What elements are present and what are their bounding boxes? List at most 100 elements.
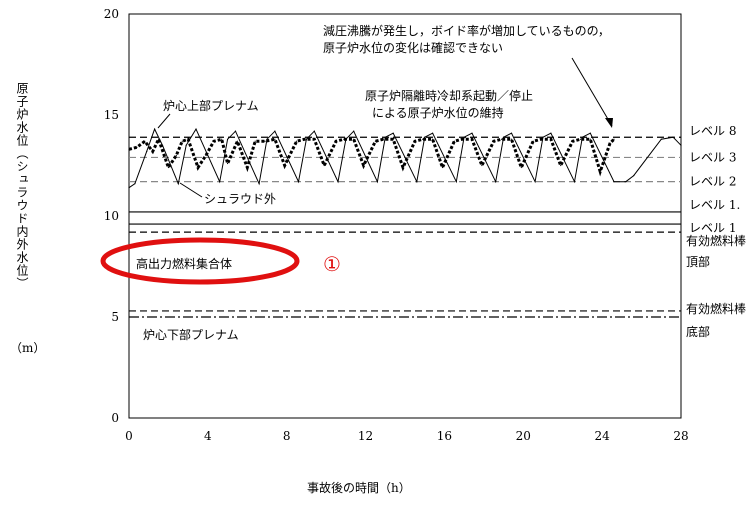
annotation-high-power-fuel: 高出力燃料集合体 — [136, 256, 232, 271]
series-point — [441, 166, 444, 169]
reference-level-label: レベル 1. — [689, 198, 740, 212]
series-line — [128, 135, 616, 177]
series-point — [128, 187, 130, 189]
boiling-arrow-head — [605, 118, 613, 128]
series-point — [323, 164, 325, 167]
series-point — [625, 181, 627, 183]
y-tick-label: 20 — [104, 7, 119, 21]
series-point — [534, 181, 536, 183]
series-point — [236, 140, 239, 142]
series-point — [392, 138, 394, 140]
series-point — [284, 164, 286, 167]
series-point — [471, 138, 473, 140]
series-point — [128, 148, 130, 150]
series-point — [335, 140, 337, 142]
series-layer — [128, 127, 682, 189]
series-point — [633, 175, 635, 177]
series-point — [205, 154, 207, 156]
x-tick-label: 0 — [125, 429, 133, 443]
series-point — [502, 136, 505, 138]
series-point — [609, 142, 611, 144]
series-point — [246, 166, 248, 169]
annotation-boiling-2: 原子炉水位の変化は確認できない — [323, 40, 503, 55]
series-point — [337, 181, 339, 183]
series-point — [461, 138, 463, 140]
series-point — [680, 144, 682, 146]
series-point — [258, 183, 260, 185]
series-point — [177, 183, 179, 185]
series-point — [213, 140, 215, 142]
series-point — [343, 138, 345, 140]
series-point — [501, 138, 503, 140]
series-point — [154, 128, 156, 130]
series-point — [414, 140, 416, 142]
series-point — [573, 181, 576, 183]
series-line — [128, 127, 682, 189]
annotation-boiling-1: 減圧沸騰が発生し，ボイド率が増加しているものの， — [323, 23, 610, 38]
series-point — [542, 136, 544, 138]
x-tick-label: 8 — [283, 429, 291, 443]
series-point — [463, 136, 465, 138]
series-point — [136, 146, 138, 148]
series-point — [226, 162, 229, 165]
series-point — [144, 140, 146, 142]
series-point — [495, 181, 497, 183]
reference-level-label: レベル 3 — [689, 150, 736, 164]
series-point — [660, 138, 662, 140]
series-point — [471, 132, 473, 134]
series-point — [532, 140, 534, 142]
reference-level-label: レベル 2 — [689, 175, 736, 189]
fuel-rod-label: 有効燃料棒 — [686, 233, 746, 248]
series-point — [416, 181, 418, 183]
series-point — [313, 130, 315, 132]
x-axis-label: 事故後の時間（h） — [307, 480, 411, 495]
series-point — [432, 132, 434, 134]
y-axis-unit: （m） — [10, 341, 45, 355]
series-point — [672, 136, 674, 138]
series-point — [274, 138, 276, 140]
series-point — [197, 166, 199, 169]
series-point — [219, 181, 221, 183]
series-point — [187, 138, 189, 140]
series-point — [453, 140, 455, 142]
reference-level-label: レベル 8 — [689, 124, 736, 138]
series-point — [376, 181, 378, 183]
y-tick-label: 0 — [111, 411, 119, 425]
series-point — [560, 164, 562, 167]
series-point — [571, 140, 574, 142]
series-point — [384, 136, 386, 138]
series-point — [295, 140, 298, 142]
series-point — [589, 132, 591, 134]
x-tick-labels: 0 4 8 12 16 20 24 28 — [125, 429, 688, 443]
series-point — [382, 138, 384, 140]
series-point — [297, 181, 300, 183]
fuel-rod-label: 有効燃料棒 — [686, 301, 746, 316]
y-tick-label: 5 — [111, 310, 119, 324]
annotation-rcic-1: 原子炉隔離時冷却系起動／停止 — [365, 88, 533, 103]
x-tick-label: 20 — [516, 429, 531, 443]
series-point — [392, 132, 394, 134]
series-point — [455, 181, 457, 183]
series-point — [353, 138, 355, 140]
series-point — [422, 138, 424, 140]
series-point — [481, 164, 483, 167]
series-point — [520, 166, 522, 169]
series-point — [157, 138, 160, 140]
series-point — [510, 138, 513, 140]
fuel-rod-label: 頂部 — [686, 254, 710, 269]
series-point — [493, 140, 495, 142]
series-point — [589, 138, 591, 140]
circled-number-label: ① — [323, 252, 341, 276]
series-point — [303, 138, 306, 140]
plot-frame — [128, 13, 682, 419]
series-point — [510, 132, 513, 134]
series-point — [579, 138, 582, 140]
y-tick-label: 10 — [104, 209, 119, 223]
shroud-outside-leader — [179, 182, 203, 198]
series-point — [353, 130, 355, 132]
series-point — [550, 132, 552, 134]
y-tick-labels: 0 5 10 15 20 — [104, 7, 119, 425]
series-point — [313, 138, 315, 140]
x-tick-label: 4 — [204, 429, 212, 443]
